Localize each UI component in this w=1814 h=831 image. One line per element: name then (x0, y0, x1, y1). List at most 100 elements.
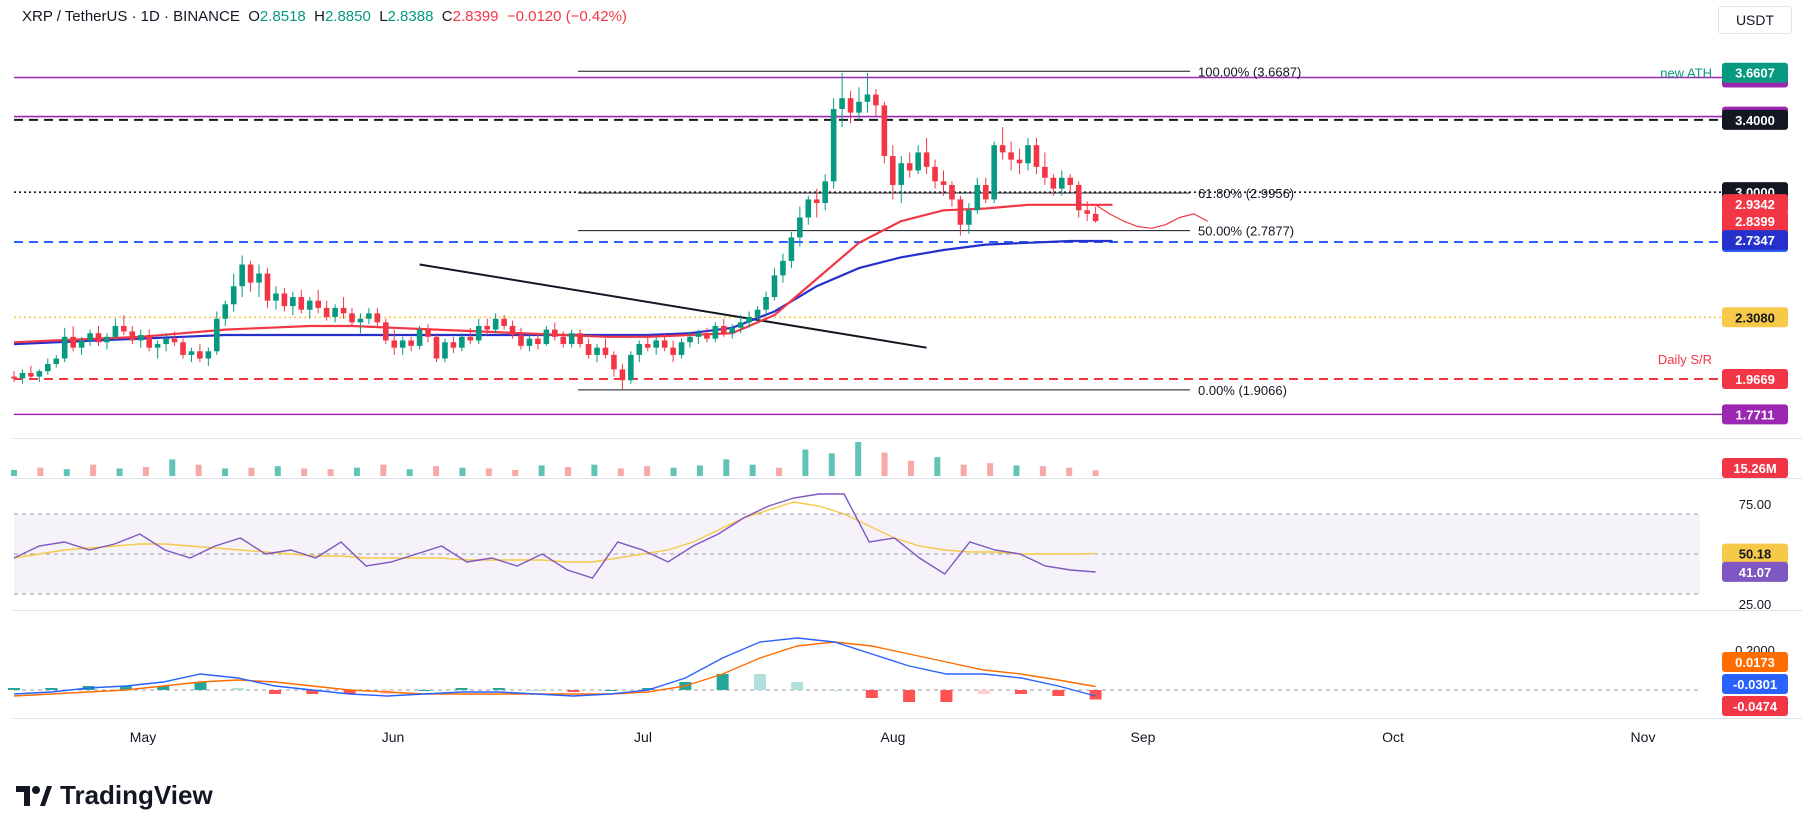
price-chart[interactable]: 3.63433.41803.40003.00002.72452.30801.96… (0, 0, 1814, 760)
candle-body (509, 325, 516, 336)
candle-body (28, 372, 34, 377)
volume-bar (617, 468, 624, 476)
candle-body (349, 313, 355, 323)
candle-body (146, 335, 152, 348)
candle-body (290, 297, 296, 307)
candle-body (197, 351, 203, 359)
close-value: 2.8399 (452, 8, 499, 25)
high-label: H (314, 8, 325, 25)
open-value: 2.8518 (259, 8, 306, 25)
candle-body (230, 286, 237, 305)
x-tick-label: Jun (382, 729, 405, 745)
macd-histogram-bar (455, 688, 468, 690)
candle-body (137, 335, 144, 341)
volume-bar (855, 442, 862, 476)
volume-bar (169, 459, 176, 476)
currency-unit-button[interactable]: USDT (1718, 6, 1792, 34)
candle-body (53, 358, 60, 364)
candle-body (881, 105, 888, 157)
candle-body (501, 318, 507, 326)
macd-value-tag (1722, 674, 1788, 694)
price-level-label: 3.4000 (1735, 113, 1775, 128)
chart-header: XRP / TetherUS · 1D · BINANCE O2.8518 H2… (22, 8, 627, 25)
candle-body (839, 98, 845, 110)
candle-body (1050, 177, 1057, 189)
candle-body (721, 325, 727, 334)
candle-body (323, 307, 330, 317)
price-level-label: 1.9669 (1735, 372, 1775, 387)
candle-body (247, 264, 254, 283)
volume-bar (248, 467, 255, 476)
volume-bar (828, 453, 835, 476)
volume-bar (1092, 470, 1099, 476)
volume-bar (485, 468, 492, 476)
candle-body (797, 217, 803, 238)
candle-body (332, 307, 338, 317)
rsi-ma-tag (1722, 543, 1788, 564)
volume-bar (907, 460, 914, 476)
candle-body (1075, 184, 1082, 211)
volume-bar (881, 452, 888, 476)
x-tick-label: May (130, 729, 156, 745)
candle-body (923, 152, 930, 167)
fibonacci-label: 50.00% (2.7877) (1198, 224, 1294, 239)
macd-value-label: -0.0474 (1733, 699, 1778, 714)
candle-body (95, 333, 102, 343)
volume-bar (1013, 465, 1020, 476)
candle-body (653, 340, 659, 348)
price-level-label: 2.3080 (1735, 310, 1775, 325)
volume-bar (406, 469, 413, 476)
ema100-line (13, 239, 1113, 346)
candle-body (425, 329, 431, 337)
candle-body (636, 344, 643, 355)
rsi-line (13, 493, 1096, 579)
candle-body (585, 344, 592, 355)
rsi-tick-label: 25.00 (1739, 597, 1772, 612)
candle-body (180, 342, 186, 355)
candle-body (87, 333, 93, 341)
volume-tag (1722, 458, 1788, 478)
volume-last-label: 15.26M (1733, 461, 1776, 476)
macd-histogram-bar (530, 690, 543, 691)
brand-name: TradingView (60, 780, 213, 810)
volume-bar (327, 469, 334, 476)
volume-bar (222, 468, 229, 476)
fibonacci-label: 0.00% (1.9066) (1198, 383, 1287, 398)
volume-bar (195, 464, 202, 476)
candle-body (788, 237, 795, 261)
rsi-tick-label: 75.00 (1739, 497, 1772, 512)
candle-body (526, 338, 533, 346)
candle-body (932, 166, 938, 182)
candle-body (188, 351, 195, 355)
macd-histogram-bar (157, 686, 170, 690)
macd-value-label: -0.0301 (1733, 677, 1777, 692)
price-level-tag (1722, 109, 1788, 130)
new-ath-annotation: new ATH (1660, 66, 1712, 81)
x-tick-label: Jul (634, 729, 652, 745)
candle-body (205, 351, 212, 359)
macd-value-tag (1722, 696, 1788, 716)
candle-body (298, 297, 305, 310)
tradingview-logo[interactable]: TradingView (16, 780, 213, 811)
price-tag-label: 2.8399 (1735, 214, 1775, 229)
macd-histogram-bar (567, 690, 580, 692)
candle-body (484, 325, 490, 330)
candle-body (695, 333, 702, 337)
volume-bar (749, 464, 756, 476)
price-tag-label: 2.7347 (1735, 233, 1775, 248)
macd-histogram-bar (492, 688, 505, 690)
rsi-ma-line (13, 501, 1096, 563)
macd-histogram-bar (791, 682, 804, 690)
candle-body (737, 322, 744, 328)
candle-body (1067, 177, 1074, 185)
price-level-tag (1722, 404, 1788, 425)
candle-body (112, 325, 119, 337)
candle-body (104, 336, 110, 343)
macd-histogram-bar (977, 690, 990, 694)
macd-value-tag (1722, 652, 1788, 672)
candle-body (957, 199, 964, 225)
candle-body (475, 325, 482, 341)
candle-body (1033, 145, 1040, 167)
candle-body (1092, 213, 1099, 222)
candle-body (416, 329, 423, 346)
